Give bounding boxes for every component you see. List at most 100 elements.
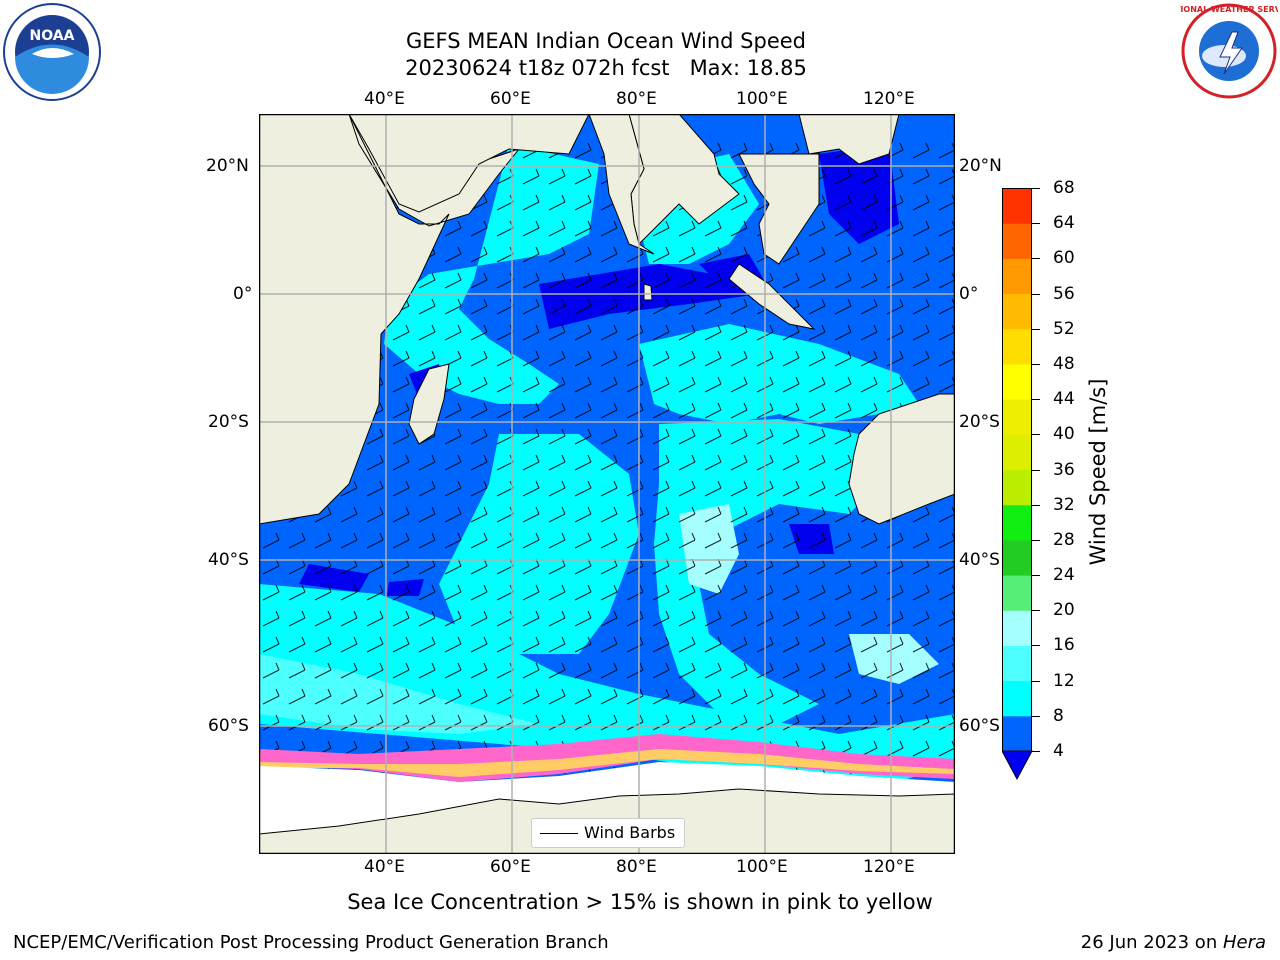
lon-tick-top-40e: 40°E xyxy=(364,89,405,109)
chart-subtitle: 20230624 t18z 072h fcst Max: 18.85 xyxy=(405,56,807,80)
colorbar-tick-mark xyxy=(1032,645,1040,647)
colorbar-outline xyxy=(1002,188,1032,752)
chart-title: GEFS MEAN Indian Ocean Wind Speed xyxy=(405,29,807,53)
colorbar-segment xyxy=(1002,363,1032,400)
colorbar-segment xyxy=(1002,504,1032,541)
land-australia xyxy=(848,393,955,525)
colorbar-segment xyxy=(1002,610,1032,646)
lon-tick-bottom-120e: 120°E xyxy=(863,857,915,877)
colorbar-tick-label: 52 xyxy=(1053,318,1075,339)
land-madagascar xyxy=(408,363,450,445)
legend-label: Wind Barbs xyxy=(584,823,676,842)
colorbar-tick-label: 16 xyxy=(1053,635,1075,656)
lat-tick-right-20n: 20°N xyxy=(959,156,1002,176)
colorbar xyxy=(1001,188,1038,783)
noaa-logo: NOAA xyxy=(2,2,102,102)
footer-date-text: 26 Jun 2023 on xyxy=(1080,932,1223,953)
lon-tick-bottom-80e: 80°E xyxy=(616,857,657,877)
colorbar-segment xyxy=(1002,258,1032,295)
lon-tick-bottom-40e: 40°E xyxy=(364,857,405,877)
colorbar-tick-mark xyxy=(1032,399,1040,401)
colorbar-segment xyxy=(1002,293,1032,330)
map-panel: Wind Barbs xyxy=(258,113,956,855)
colorbar-tick-mark xyxy=(1032,610,1040,612)
colorbar-tick-mark xyxy=(1032,539,1040,541)
lon-tick-top-60e: 60°E xyxy=(490,89,531,109)
lat-tick-left-20s: 20°S xyxy=(208,412,249,432)
nws-logo-text: NATIONAL WEATHER SERVICE xyxy=(1180,5,1278,14)
nws-logo: NATIONAL WEATHER SERVICE xyxy=(1163,2,1280,100)
colorbar-tick-label: 24 xyxy=(1053,565,1075,586)
colorbar-tick-label: 68 xyxy=(1053,178,1075,198)
footer-credit: NCEP/EMC/Verification Post Processing Pr… xyxy=(13,932,609,953)
colorbar-tick-mark xyxy=(1032,223,1040,225)
colorbar-tick-label: 32 xyxy=(1053,494,1075,515)
colorbar-tick-mark xyxy=(1032,469,1040,471)
colorbar-tick-mark xyxy=(1032,188,1040,189)
colorbar-tick-label: 40 xyxy=(1053,424,1075,445)
lat-tick-right-40s: 40°S xyxy=(959,550,1000,570)
colorbar-under-arrow xyxy=(1001,750,1033,781)
lon-tick-top-100e: 100°E xyxy=(736,89,788,109)
colorbar-tick-mark xyxy=(1032,293,1040,295)
land-arabia xyxy=(348,114,590,213)
noaa-logo-text: NOAA xyxy=(30,28,75,44)
colorbar-tick-mark xyxy=(1032,680,1040,682)
footer-host: Hera xyxy=(1222,932,1266,953)
sea-ice-caption: Sea Ice Concentration > 15% is shown in … xyxy=(0,890,1280,914)
lat-tick-right-60s: 60°S xyxy=(959,716,1000,736)
colorbar-segment xyxy=(1002,469,1032,506)
lon-tick-bottom-100e: 100°E xyxy=(736,857,788,877)
lat-tick-left-0: 0° xyxy=(233,284,253,304)
colorbar-label: Wind Speed [m/s] xyxy=(1086,378,1110,566)
wind-speed-map xyxy=(258,113,956,855)
lat-tick-right-20s: 20°S xyxy=(959,412,1000,432)
colorbar-tick-mark xyxy=(1032,504,1040,506)
colorbar-segment xyxy=(1002,539,1032,576)
colorbar-tick-label: 56 xyxy=(1053,283,1075,304)
colorbar-segment xyxy=(1002,680,1032,717)
map-legend: Wind Barbs xyxy=(531,818,685,848)
sea-ice-band-yellow xyxy=(259,749,955,777)
colorbar-segment xyxy=(1002,223,1032,259)
colorbar-tick-mark xyxy=(1032,363,1040,365)
colorbar-tick-mark xyxy=(1032,258,1040,260)
colorbar-tick-mark xyxy=(1032,328,1040,330)
colorbar-tick-label: 64 xyxy=(1053,213,1075,234)
sea-ice-caption-text: Sea Ice Concentration > 15% is shown in … xyxy=(347,890,933,914)
lat-tick-right-0: 0° xyxy=(959,284,979,304)
colorbar-tick-mark xyxy=(1032,575,1040,577)
colorbar-tick-label: 48 xyxy=(1053,353,1075,374)
colorbar-tick-label: 44 xyxy=(1053,389,1075,410)
colorbar-segment xyxy=(1002,434,1032,470)
land-sri-lanka xyxy=(643,283,653,301)
colorbar-segment xyxy=(1002,328,1032,365)
colorbar-tick-label: 36 xyxy=(1053,459,1075,480)
colorbar-tick-label: 60 xyxy=(1053,248,1075,269)
legend-line-swatch xyxy=(540,833,578,834)
lon-tick-bottom-60e: 60°E xyxy=(490,857,531,877)
colorbar-tick-label: 8 xyxy=(1053,705,1064,726)
colorbar-tick-label: 28 xyxy=(1053,529,1075,550)
colorbar-segment xyxy=(1002,715,1032,752)
colorbar-tick-mark xyxy=(1032,434,1040,436)
colorbar-tick-label: 12 xyxy=(1053,670,1075,691)
lat-tick-left-60s: 60°S xyxy=(208,716,249,736)
land-indochina-north xyxy=(798,114,900,165)
lon-tick-top-120e: 120°E xyxy=(863,89,915,109)
colorbar-segment xyxy=(1002,188,1032,224)
lat-tick-left-40s: 40°S xyxy=(208,550,249,570)
colorbar-segment xyxy=(1002,399,1032,435)
colorbar-segment xyxy=(1002,645,1032,682)
land-southeast-asia xyxy=(738,153,820,265)
land-sumatra xyxy=(728,263,816,330)
footer-date: 26 Jun 2023 on Hera xyxy=(1081,932,1266,953)
colorbar-tick-mark xyxy=(1032,715,1040,717)
colorbar-tick-label: 20 xyxy=(1053,600,1075,621)
colorbar-tick-mark xyxy=(1032,751,1040,752)
colorbar-tick-label: 4 xyxy=(1053,741,1064,761)
lon-tick-top-80e: 80°E xyxy=(616,89,657,109)
map-gridlines xyxy=(259,114,955,854)
lat-tick-left-20n: 20°N xyxy=(206,156,249,176)
colorbar-segment xyxy=(1002,575,1032,611)
